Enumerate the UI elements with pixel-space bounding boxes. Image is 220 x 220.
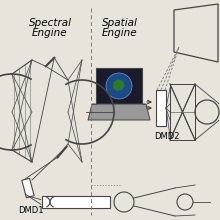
Polygon shape	[113, 79, 125, 91]
Text: Spectral: Spectral	[29, 18, 72, 28]
Text: DMD2: DMD2	[154, 132, 180, 141]
Polygon shape	[22, 178, 34, 198]
Polygon shape	[88, 104, 150, 120]
FancyBboxPatch shape	[42, 196, 110, 208]
Text: Engine: Engine	[32, 28, 68, 38]
Text: DMD1: DMD1	[18, 206, 44, 215]
Text: Engine: Engine	[102, 28, 138, 38]
Text: Spatial: Spatial	[102, 18, 138, 28]
FancyBboxPatch shape	[96, 68, 142, 104]
FancyBboxPatch shape	[156, 90, 166, 126]
Circle shape	[106, 73, 132, 99]
